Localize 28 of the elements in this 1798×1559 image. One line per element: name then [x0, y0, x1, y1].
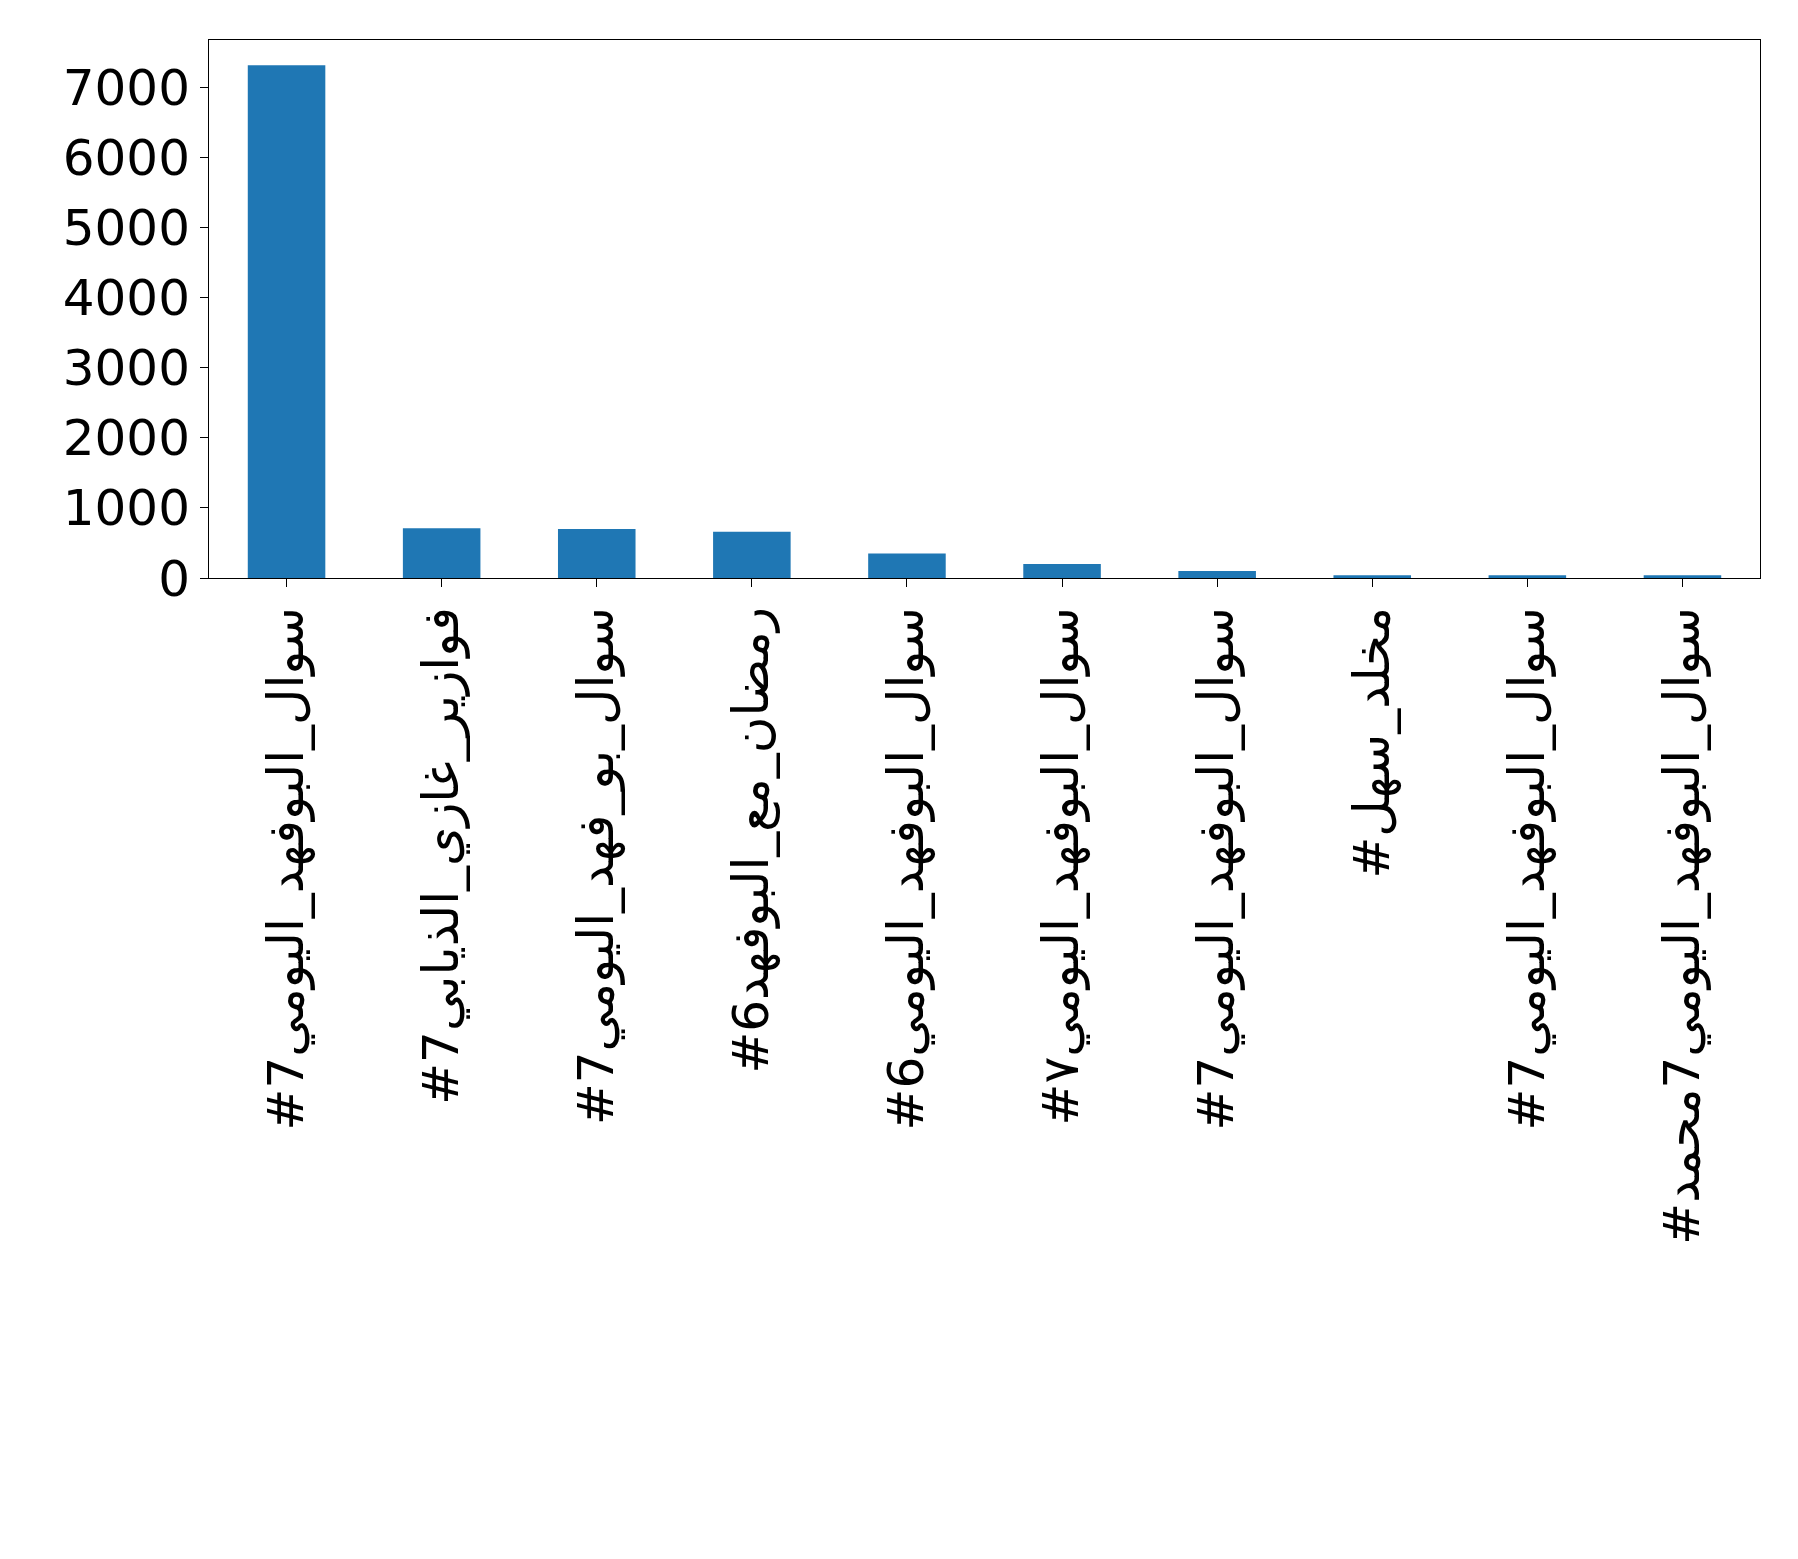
bar — [1643, 575, 1722, 578]
bar — [402, 528, 481, 578]
y-tick-label: 3000 — [62, 339, 190, 398]
x-tick-label: #سوال_البوفهد_اليومي6 — [877, 607, 937, 1131]
bar — [868, 553, 946, 578]
x-tick-label: #7سوال_البوفهد_اليومي — [1187, 607, 1247, 1131]
x-tick-label: #رمضان_مع_البوفهد6 — [722, 607, 782, 1074]
y-tick-label: 2000 — [62, 409, 190, 468]
x-tick-label: #سوال_البوفهد_اليومي٧ — [1032, 607, 1092, 1126]
bar — [1333, 575, 1412, 578]
y-tick-label: 7000 — [62, 59, 190, 118]
bar — [1178, 570, 1256, 578]
y-tick-label: 5000 — [62, 199, 190, 258]
x-tick-label: #سوال_البوفهد_اليومي7محمد — [1652, 607, 1712, 1245]
x-tick-label: #مخلد_سهل — [1342, 607, 1402, 879]
y-tick-label: 4000 — [62, 269, 190, 328]
bar — [557, 528, 636, 578]
bar — [1023, 563, 1101, 578]
y-tick-label: 6000 — [62, 129, 190, 188]
x-tick-label: #7سوال_البوفهد_اليومي — [1497, 607, 1557, 1131]
x-tick-label: #سوال_بو_فهد_اليومي7 — [567, 607, 626, 1126]
bar — [247, 65, 326, 578]
y-tick-label: 1000 — [62, 479, 190, 538]
x-tick-label: #سوال_البوفهد_اليومي7 — [256, 607, 316, 1131]
bar — [1488, 575, 1567, 578]
bar — [713, 531, 791, 578]
y-tick-label: 0 — [158, 549, 190, 608]
x-tick-label: #فوازير_غازي_الذيابي7 — [411, 607, 470, 1105]
